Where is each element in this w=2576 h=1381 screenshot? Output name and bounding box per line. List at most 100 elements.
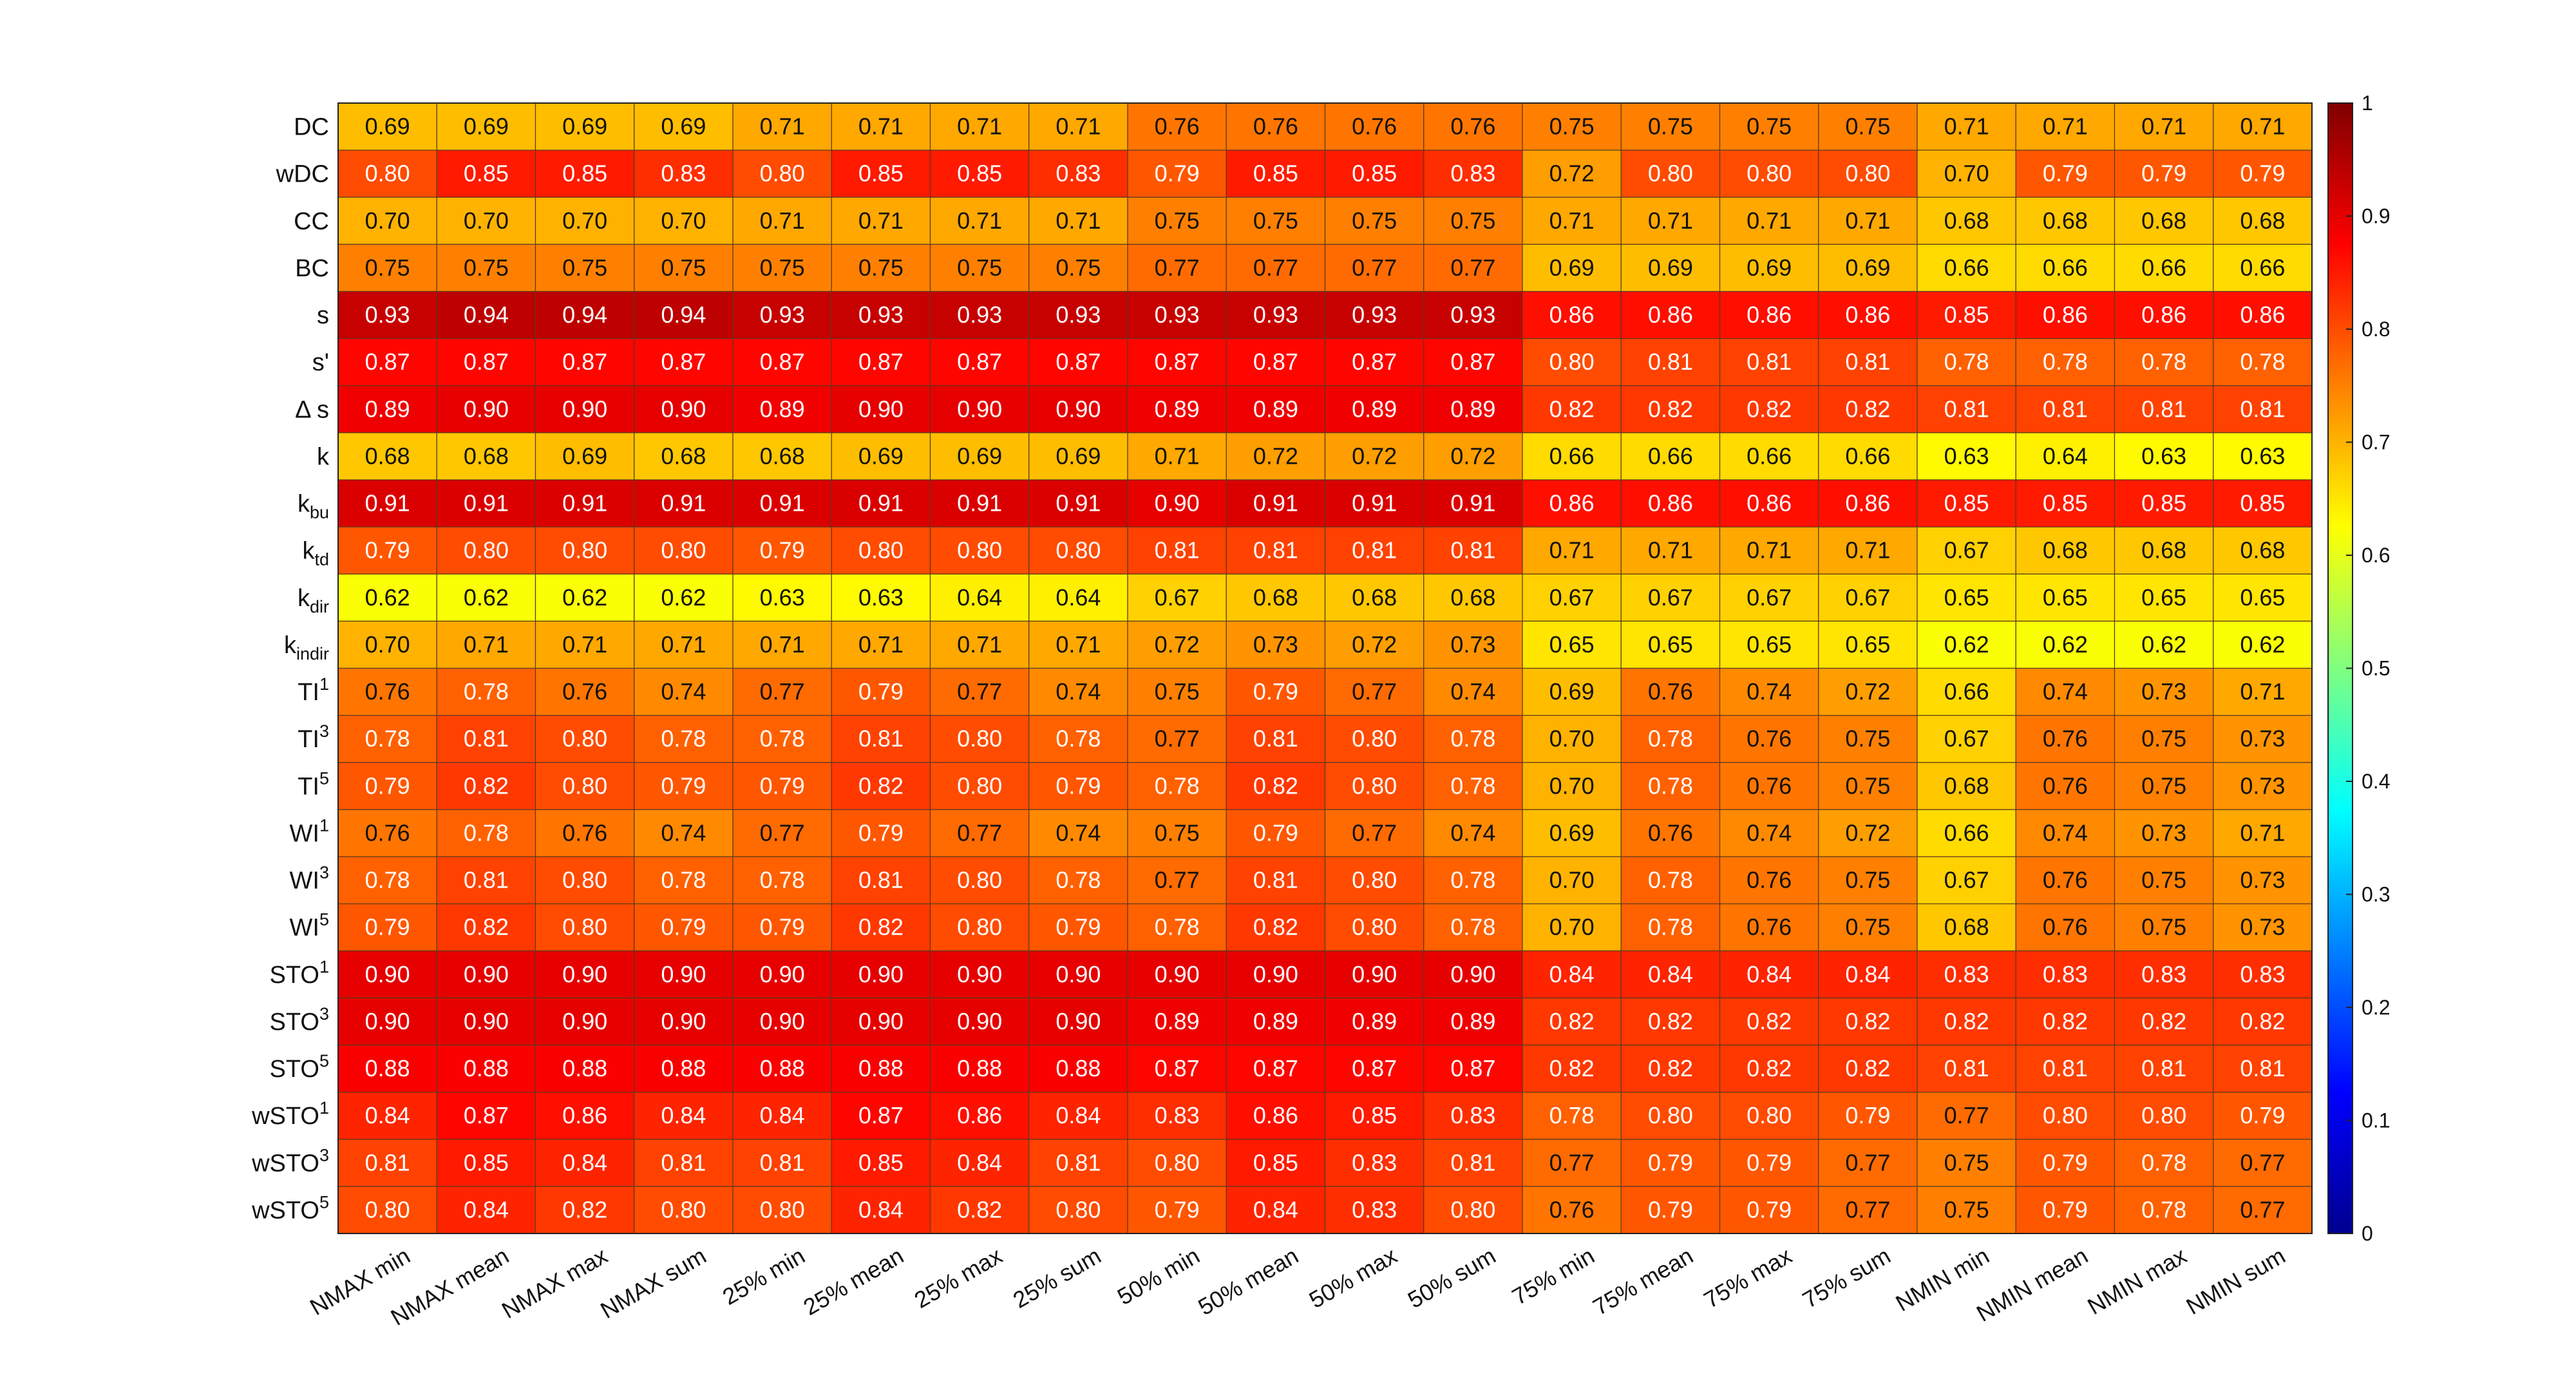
heatmap-cell: [535, 809, 635, 857]
cell-value-label: 0.68: [2043, 207, 2088, 234]
heatmap-cell: [2213, 432, 2313, 481]
cell-value-label: 0.79: [1056, 772, 1101, 799]
cell-value-label: 0.90: [760, 1008, 805, 1034]
cell-value-label: 0.71: [760, 631, 805, 658]
heatmap-cell: [929, 526, 1030, 575]
heatmap-cell: [1719, 903, 1819, 951]
cell-value-label: 0.76: [1253, 113, 1298, 140]
heatmap-cell: [732, 102, 832, 151]
cell-value-label: 0.84: [1056, 1102, 1101, 1129]
cell-value-label: 0.85: [1253, 160, 1298, 187]
cell-value-label: 0.90: [1450, 961, 1495, 987]
cell-value-label: 0.74: [1056, 678, 1101, 705]
cell-value-label: 0.69: [365, 113, 410, 140]
heatmap-cell: [436, 338, 536, 386]
heatmap-cell: [2213, 903, 2313, 951]
cell-value-label: 0.76: [1450, 113, 1495, 140]
cell-value-label: 0.83: [1155, 1102, 1200, 1129]
cell-value-label: 0.80: [957, 537, 1002, 564]
cell-value-label: 0.67: [1944, 725, 1989, 752]
heatmap-cell: [1522, 102, 1622, 151]
cell-value-label: 0.69: [464, 113, 509, 140]
heatmap-cell: [1423, 102, 1523, 151]
heatmap-cell: [1818, 667, 1918, 716]
cell-value-label: 0.68: [661, 443, 706, 469]
cell-value-label: 0.93: [1450, 301, 1495, 328]
cell-value-label: 0.87: [1253, 348, 1298, 375]
heatmap-cell: [2015, 762, 2116, 810]
heatmap-cell: [1620, 809, 1721, 857]
heatmap-cell: [1028, 809, 1128, 857]
cell-value-label: 0.91: [562, 490, 607, 517]
cell-value-label: 0.70: [365, 207, 410, 234]
heatmap-cell: [1423, 526, 1523, 575]
cell-value-label: 0.78: [1056, 867, 1101, 893]
heatmap-cell: [929, 432, 1030, 481]
cell-value-label: 0.82: [1944, 1008, 1989, 1034]
cell-value-label: 0.70: [1549, 914, 1595, 940]
cell-value-label: 0.79: [760, 772, 805, 799]
cell-value-label: 0.84: [1845, 961, 1890, 987]
cell-value-label: 0.76: [562, 678, 607, 705]
heatmap-cell: [2015, 1186, 2116, 1234]
cell-value-label: 0.80: [365, 1196, 410, 1223]
cell-value-label: 0.66: [1747, 443, 1792, 469]
heatmap-cell: [2213, 573, 2313, 622]
heatmap-cell: [929, 1186, 1030, 1234]
column-tick-label: 50% mean: [1193, 1242, 1303, 1320]
cell-value-label: 0.68: [2141, 537, 2186, 564]
column-tick-label: 75% mean: [1588, 1242, 1698, 1320]
cell-value-label: 0.71: [1056, 631, 1101, 658]
cell-value-label: 0.80: [1056, 1196, 1101, 1223]
cell-value-label: 0.69: [1845, 254, 1890, 281]
heatmap-cell: [1719, 432, 1819, 481]
heatmap-cell: [1719, 338, 1819, 386]
column-tick-label: 50% max: [1305, 1242, 1401, 1313]
cell-value-label: 0.79: [2043, 1196, 2088, 1223]
heatmap-cell: [2213, 1044, 2313, 1093]
heatmap-cell: [1127, 149, 1227, 198]
cell-value-label: 0.80: [1352, 772, 1397, 799]
heatmap-cell: [2213, 667, 2313, 716]
cell-value-label: 0.87: [1450, 348, 1495, 375]
heatmap-cell: [732, 338, 832, 386]
heatmap-cell: [1324, 1139, 1425, 1187]
heatmap-cell: [436, 997, 536, 1046]
cell-value-label: 0.79: [1155, 1196, 1200, 1223]
cell-value-label: 0.80: [2141, 1102, 2186, 1129]
heatmap-cell: [1423, 338, 1523, 386]
cell-value-label: 0.75: [2141, 914, 2186, 940]
heatmap-cell: [535, 526, 635, 575]
heatmap-cell: [2015, 338, 2116, 386]
cell-value-label: 0.80: [2043, 1102, 2088, 1129]
heatmap-cell: [1719, 950, 1819, 998]
cell-value-label: 0.85: [1352, 160, 1397, 187]
cell-value-label: 0.93: [1056, 301, 1101, 328]
heatmap-cell: [1028, 243, 1128, 292]
cell-value-label: 0.90: [365, 961, 410, 987]
cell-value-label: 0.82: [2141, 1008, 2186, 1034]
heatmap-cell: [1719, 290, 1819, 339]
row-tick-label: TI3: [298, 721, 329, 753]
row-tick-label: s': [312, 349, 329, 376]
cell-value-label: 0.75: [1845, 113, 1890, 140]
heatmap-cell: [337, 1186, 437, 1234]
colorbar-tick-label: 0.9: [2362, 205, 2390, 228]
heatmap-cell: [535, 1186, 635, 1234]
cell-value-label: 0.84: [661, 1102, 706, 1129]
cell-value-label: 0.82: [2240, 1008, 2285, 1034]
cell-value-label: 0.66: [1944, 819, 1989, 846]
heatmap-cell: [1226, 667, 1326, 716]
cell-value-label: 0.85: [464, 160, 509, 187]
heatmap-cell: [1324, 573, 1425, 622]
heatmap-cell: [1620, 290, 1721, 339]
cell-value-label: 0.82: [464, 914, 509, 940]
cell-value-label: 0.76: [562, 819, 607, 846]
colorbar-tick-label: 0.7: [2362, 431, 2390, 454]
cell-value-label: 0.79: [2043, 160, 2088, 187]
cell-value-label: 0.68: [365, 443, 410, 469]
cell-value-label: 0.82: [1253, 914, 1298, 940]
heatmap-cell: [337, 479, 437, 528]
heatmap-cell: [1917, 102, 2016, 151]
cell-value-label: 0.74: [1056, 819, 1101, 846]
